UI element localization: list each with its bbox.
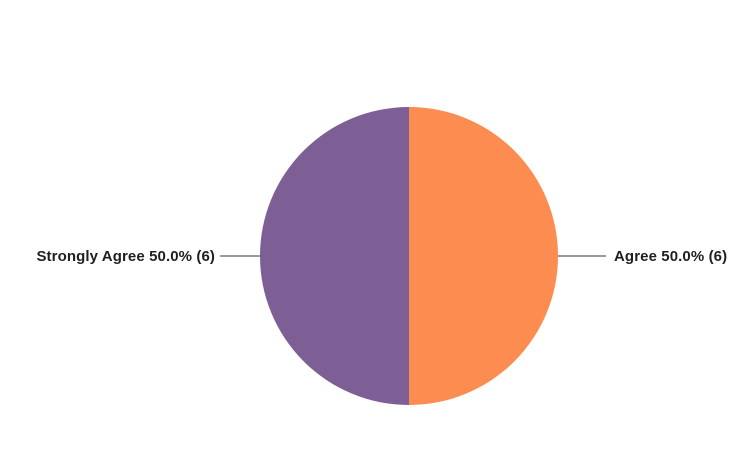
label-row-agree: Agree 50.0% (6) (558, 244, 727, 268)
label-row-strongly-agree: Strongly Agree 50.0% (6) (0, 244, 260, 268)
leader-line-left (220, 255, 260, 257)
pie-slice-strongly-agree[interactable] (260, 107, 409, 405)
slice-label-agree: Agree 50.0% (6) (614, 247, 728, 265)
slice-label-strongly-agree: Strongly Agree 50.0% (6) (36, 247, 215, 265)
pie-slice-agree[interactable] (409, 107, 558, 405)
pie-svg (260, 107, 558, 405)
leader-line-right (558, 255, 606, 257)
